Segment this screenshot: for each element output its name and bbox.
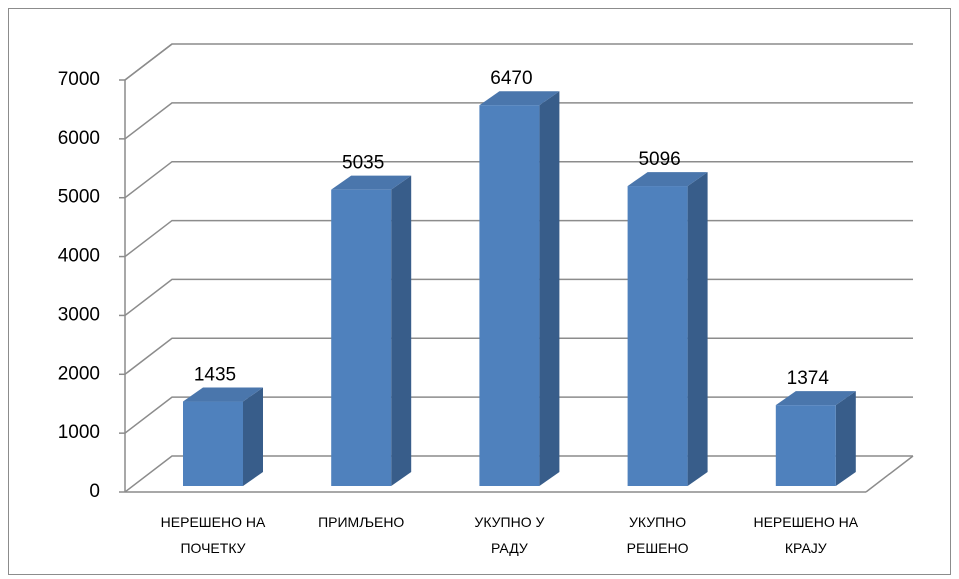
value-label: 1374 — [787, 368, 830, 389]
floor-right — [865, 455, 914, 493]
bar-side — [835, 391, 856, 486]
y-tick-label: 0 — [89, 481, 100, 502]
grid-line — [124, 160, 913, 199]
x-tick-label: ПРИМЉЕНО — [318, 514, 404, 530]
value-label: 6470 — [490, 68, 532, 89]
bar-side — [243, 387, 263, 486]
y-tick-label: 4000 — [58, 246, 100, 267]
bar-side — [687, 172, 708, 486]
y-tick-label: 2000 — [58, 363, 100, 384]
bar-top — [331, 175, 412, 190]
y-tick-label: 7000 — [58, 69, 100, 90]
bar-top — [183, 387, 263, 402]
grid-line — [124, 102, 913, 140]
y-tick-label: 3000 — [58, 304, 100, 325]
bar-side — [391, 175, 412, 486]
y-tick-label: 6000 — [58, 128, 100, 149]
value-label: 1435 — [194, 365, 236, 386]
x-tick-label: НЕРЕШЕНО НА ПОЧЕТКУ — [161, 514, 266, 556]
y-tick-label: 1000 — [58, 422, 100, 443]
x-tick-label: УКУПНО У РАДУ — [474, 514, 544, 556]
y-tick-label: 5000 — [58, 187, 100, 208]
bar — [775, 405, 836, 486]
bar-side — [539, 91, 560, 487]
x-tick-label: НЕРЕШЕНО НА КРАЈУ — [753, 514, 858, 556]
bar — [331, 189, 392, 486]
bar-top — [479, 91, 560, 106]
value-label: 5035 — [342, 153, 384, 174]
bar — [479, 105, 540, 487]
bar — [183, 401, 243, 486]
bar-top — [775, 391, 856, 406]
x-tick-label: УКУПНО РЕШЕНО — [627, 514, 689, 556]
bar-top — [627, 172, 708, 187]
value-label: 5096 — [638, 149, 680, 170]
bar — [627, 186, 688, 486]
grid-line — [124, 43, 913, 81]
